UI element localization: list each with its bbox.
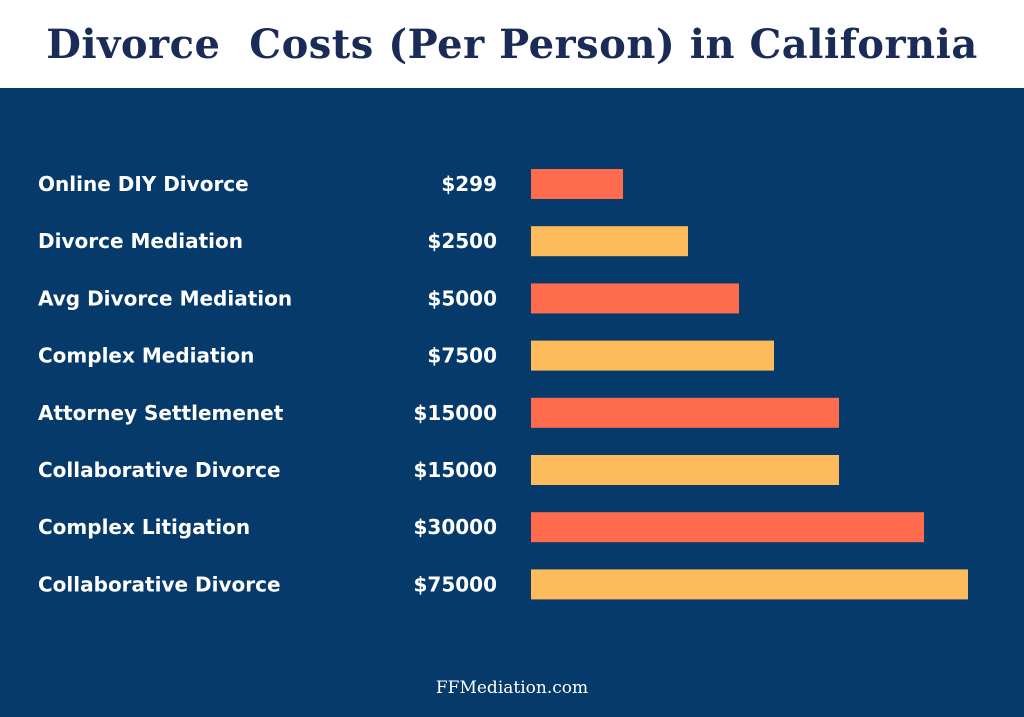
bar: [531, 340, 774, 371]
category-label: Complex Litigation: [38, 515, 250, 539]
value-label: $299: [441, 172, 497, 196]
value-label: $2500: [427, 229, 497, 253]
category-label: Attorney Settlemenet: [38, 401, 284, 425]
bar: [531, 226, 688, 257]
page-title: Divorce Costs (Per Person) in California: [46, 20, 978, 68]
category-label: Divorce Mediation: [38, 229, 243, 253]
category-label: Avg Divorce Mediation: [38, 286, 292, 310]
bar: [531, 169, 623, 199]
bar: [531, 283, 739, 314]
category-label: Online DIY Divorce: [38, 172, 249, 196]
category-label: Collaborative Divorce: [38, 572, 281, 596]
value-label: $7500: [427, 344, 497, 368]
bar: [531, 397, 839, 428]
category-label: Collaborative Divorce: [38, 458, 281, 482]
bar: [531, 455, 839, 485]
value-label: $15000: [414, 458, 498, 482]
value-label: $75000: [414, 572, 498, 596]
value-label: $5000: [427, 286, 497, 310]
category-label: Complex Mediation: [38, 344, 254, 368]
source-credit: FFMediation.com: [435, 678, 589, 698]
title-banner: Divorce Costs (Per Person) in California: [0, 0, 1024, 88]
bar: [531, 569, 968, 600]
bar: [531, 512, 924, 543]
value-label: $15000: [414, 401, 498, 425]
value-label: $30000: [414, 515, 498, 539]
